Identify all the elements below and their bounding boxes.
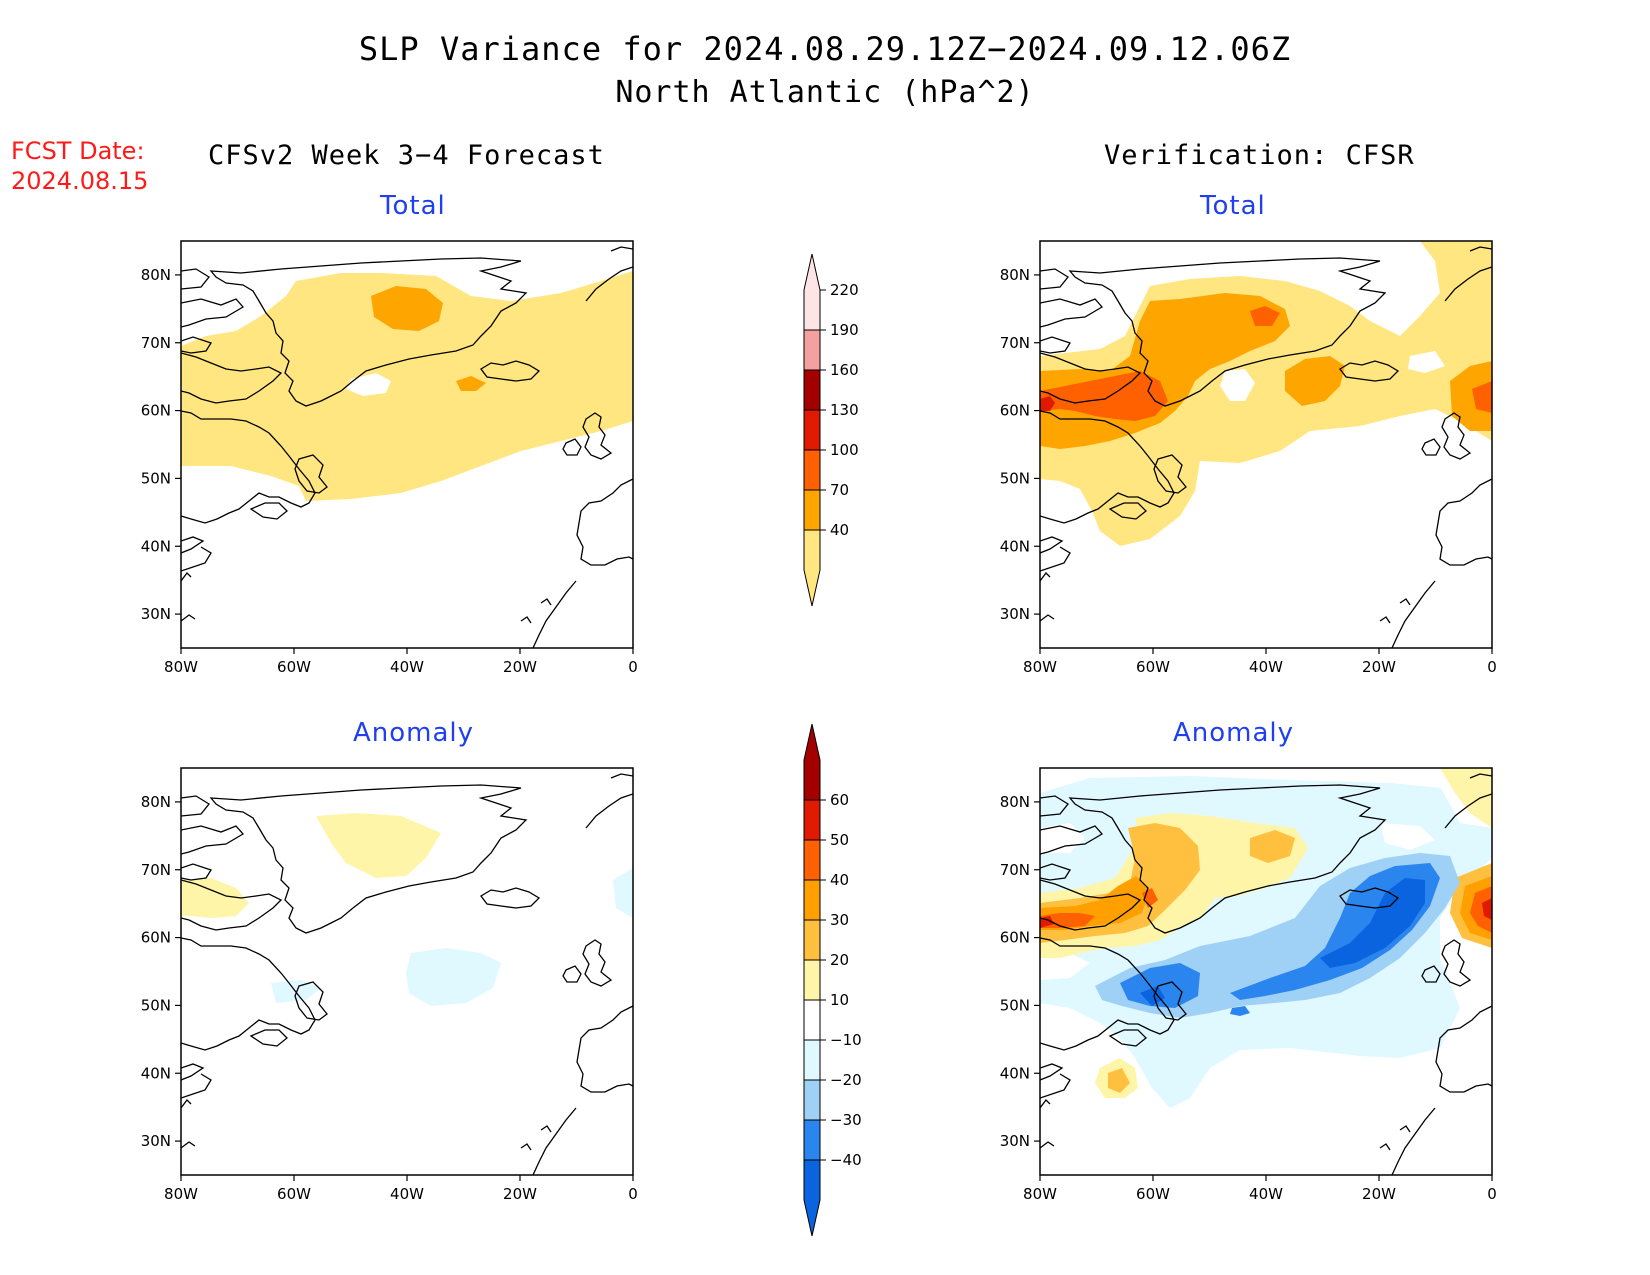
colorbar-total: 40 70 100 130 160 190 220 [803, 253, 859, 607]
colorbar-swatch [803, 329, 821, 371]
lat-tick-label: 80N [141, 266, 171, 284]
lat-tick-label: 50N [1000, 469, 1030, 487]
colorbar-label: −20 [830, 1071, 862, 1089]
colorbar-swatch [803, 449, 821, 491]
lat-tick-label: 60N [1000, 402, 1030, 420]
column-title-forecast: CFSv2 Week 3−4 Forecast [208, 140, 605, 171]
colorbar-label: 60 [830, 791, 849, 809]
colorbar-label: 100 [830, 441, 859, 459]
colorbar-swatch [803, 799, 821, 841]
colorbar-swatch [803, 1039, 821, 1081]
panel-title-forecast-total: Total [380, 191, 446, 221]
colorbar-swatch [803, 1119, 821, 1161]
colorbar-label: 30 [830, 911, 849, 929]
axes-layer: 80W 60W 40W 20W 0 80N 70N 60N 50N 40N 30N 80W 60W 40W… [141, 266, 1497, 1203]
colorbar-label: 40 [830, 871, 849, 889]
sub-title: North Atlantic (hPa^2) [615, 75, 1035, 110]
lat-tick-label: 30N [1000, 605, 1030, 623]
lat-tick-label: 40N [141, 1064, 171, 1082]
colorbar-swatch [803, 529, 821, 607]
lat-tick-label: 30N [141, 1132, 171, 1150]
lon-tick-label: 0 [1487, 1185, 1497, 1203]
lon-tick-label: 0 [628, 658, 638, 676]
colorbar-swatch [803, 959, 821, 1001]
lat-tick-label: 30N [141, 605, 171, 623]
map-verification-anomaly [1039, 767, 1493, 1176]
colorbar-swatch [803, 369, 821, 411]
colorbar-label: 130 [830, 401, 859, 419]
lat-tick-label: 70N [141, 334, 171, 352]
colorbar-swatch [803, 409, 821, 451]
colorbar-swatch [803, 489, 821, 531]
lon-tick-label: 20W [1362, 658, 1396, 676]
lon-tick-label: 80W [164, 658, 198, 676]
column-title-verification: Verification: CFSR [1104, 140, 1415, 171]
lat-tick-label: 70N [1000, 861, 1030, 879]
lon-tick-label: 40W [1249, 1185, 1283, 1203]
fcst-date-line1: FCST Date: [11, 137, 145, 165]
lon-tick-label: 80W [164, 1185, 198, 1203]
lon-tick-label: 20W [503, 1185, 537, 1203]
colorbar-swatch [803, 1159, 821, 1237]
lon-tick-label: 60W [1136, 1185, 1170, 1203]
lon-tick-label: 60W [277, 658, 311, 676]
colorbar-label: 20 [830, 951, 849, 969]
lon-tick-label: 0 [1487, 658, 1497, 676]
lat-tick-label: 70N [1000, 334, 1030, 352]
colorbar-swatch [803, 919, 821, 961]
lon-tick-label: 20W [503, 658, 537, 676]
panel-title-verification-total: Total [1200, 191, 1266, 221]
colorbar-label: 70 [830, 481, 849, 499]
lon-tick-label: 40W [390, 1185, 424, 1203]
lat-tick-label: 70N [141, 861, 171, 879]
colorbar-swatch [803, 723, 821, 801]
map-forecast-anomaly [180, 767, 634, 1176]
colorbar-label: 40 [830, 521, 849, 539]
main-title: SLP Variance for 2024.08.29.12Z−2024.09.… [358, 30, 1292, 68]
colorbar-label: −40 [830, 1151, 862, 1169]
lat-tick-label: 40N [141, 537, 171, 555]
colorbar-label: 50 [830, 831, 849, 849]
colorbar-swatch [803, 999, 821, 1041]
colorbar-swatch [803, 1079, 821, 1121]
fcst-date-line2: 2024.08.15 [11, 167, 149, 195]
colorbar-swatch [803, 253, 821, 331]
lon-tick-label: 80W [1023, 658, 1057, 676]
colorbar-label: 10 [830, 991, 849, 1009]
lon-tick-label: 60W [277, 1185, 311, 1203]
lon-tick-label: 20W [1362, 1185, 1396, 1203]
colorbar-label: 220 [830, 281, 859, 299]
lon-tick-label: 80W [1023, 1185, 1057, 1203]
map-forecast-total [180, 240, 634, 649]
colorbar-swatch [803, 839, 821, 881]
lon-tick-label: 60W [1136, 658, 1170, 676]
lat-tick-label: 80N [141, 793, 171, 811]
lat-tick-label: 80N [1000, 793, 1030, 811]
lat-tick-label: 40N [1000, 537, 1030, 555]
map-verification-total [1039, 240, 1493, 649]
colorbar-swatch [803, 879, 821, 921]
fcst-date-label: FCST Date: 2024.08.15 [11, 136, 148, 196]
lat-tick-label: 50N [1000, 996, 1030, 1014]
lat-tick-label: 40N [1000, 1064, 1030, 1082]
lat-tick-label: 50N [141, 996, 171, 1014]
lon-tick-label: 40W [390, 658, 424, 676]
lat-tick-label: 80N [1000, 266, 1030, 284]
panel-title-verification-anomaly: Anomaly [1173, 718, 1295, 748]
colorbar-anomaly: −40 −30 −20 −10 10 20 30 40 50 60 [803, 723, 862, 1237]
lon-tick-label: 0 [628, 1185, 638, 1203]
colorbar-label: 160 [830, 361, 859, 379]
lat-tick-label: 60N [141, 929, 171, 947]
colorbar-label: −30 [830, 1111, 862, 1129]
lat-tick-label: 50N [141, 469, 171, 487]
colorbar-label: −10 [830, 1031, 862, 1049]
lat-tick-label: 60N [141, 402, 171, 420]
colorbar-label: 190 [830, 321, 859, 339]
lat-tick-label: 60N [1000, 929, 1030, 947]
lon-tick-label: 40W [1249, 658, 1283, 676]
lat-tick-label: 30N [1000, 1132, 1030, 1150]
panel-title-forecast-anomaly: Anomaly [353, 718, 475, 748]
